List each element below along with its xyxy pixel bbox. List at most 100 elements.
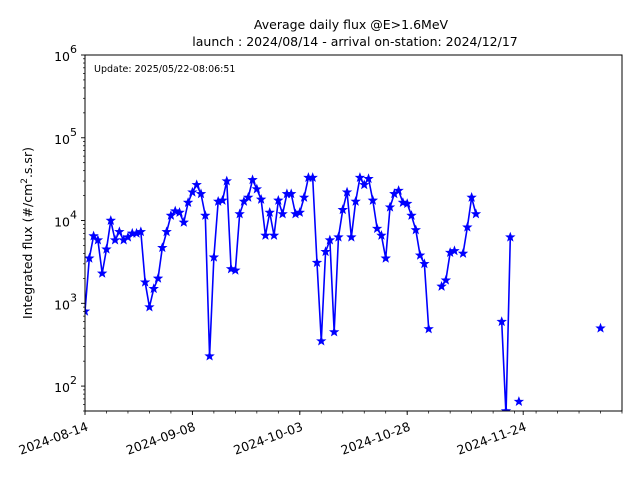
data-point [230,264,241,275]
plot-area: 102 103 104 105 106 2024-08-14 2024-09-08 2024-… [17,43,623,458]
data-point [264,207,275,217]
data-point [328,326,340,337]
data-point [457,248,469,258]
data-point [139,276,151,287]
data-point [225,263,237,274]
series-line [500,237,512,411]
data-point [346,231,357,242]
data-point [513,396,525,406]
data-point [419,258,430,269]
data-point [440,274,452,285]
data-point [152,272,164,283]
x-tick-label: 2024-11-24 [455,419,528,458]
series-line [85,176,430,357]
data-point [294,207,305,217]
data-point [260,230,271,240]
y-tick-label: 106 [54,43,77,64]
data-point [393,185,404,196]
series-line [462,196,477,254]
data-point [178,216,189,227]
x-tick-label: 2024-10-28 [339,419,412,458]
data-point [371,223,383,233]
data-point [410,224,421,235]
data-point [384,201,396,212]
data-point [217,194,228,205]
data-point [414,249,426,260]
data-point [277,208,288,219]
data-point [174,207,185,217]
x-tick-label: 2024-08-14 [17,419,90,458]
data-point [367,194,379,205]
data-point [182,197,194,207]
y-axis-label: Integrated flux (#/cm2.s.sr) [20,147,35,319]
data-point [273,194,284,205]
data-point [466,192,477,202]
data-point [148,283,159,294]
data-point [316,335,327,346]
data-point [200,210,211,220]
data-point [255,193,267,204]
data-point [363,173,374,184]
data-point [204,350,215,361]
data-point [243,192,254,202]
data-point [402,198,413,209]
y-tick-label: 105 [54,126,77,147]
data-point [449,245,460,256]
data-point [376,230,387,240]
data-point [101,243,112,254]
data-point [341,186,353,197]
chart-title: Average daily flux @E>1.6MeV [254,17,449,32]
data-point [135,226,147,237]
data-point [221,175,232,186]
data-point [354,172,366,183]
data-point [307,172,318,183]
data-point [500,405,512,411]
data-point [85,252,95,263]
data-point [105,215,116,225]
data-point [286,188,297,199]
data-point [251,183,263,194]
y-tick-label: 103 [54,291,77,312]
data-point [161,226,172,237]
data-point [195,188,207,199]
data-point [114,226,125,237]
data-point [436,280,447,291]
data-point [462,221,473,232]
data-point [470,208,482,219]
data-point [247,174,258,185]
data-point [496,316,507,327]
data-point [109,234,121,245]
y-tick-label: 102 [54,374,77,395]
data-point [170,205,181,216]
data-point [85,305,91,316]
data-point [88,230,99,241]
data-point [96,267,108,278]
x-tick-label: 2024-10-03 [231,419,304,458]
data-point [234,208,245,219]
data-point [187,186,198,197]
data-point [359,179,370,190]
data-point [268,230,280,240]
data-point [320,246,331,257]
data-point [144,301,155,312]
axes-frame [84,54,623,412]
y-tick-label: 104 [54,209,77,230]
x-tick-label: 2024-09-08 [124,419,197,458]
data-point [311,257,323,268]
data-point [298,192,310,202]
series-flux [85,172,606,411]
data-point [595,322,606,333]
data-point [92,234,104,245]
data-point [337,204,348,215]
data-point [191,179,202,190]
data-point [380,252,391,263]
data-point [505,231,516,242]
data-point [350,196,361,206]
data-point [324,234,336,245]
update-timestamp: Update: 2025/05/22-08:06:51 [94,64,235,75]
data-point [406,210,417,220]
data-point [333,231,344,242]
chart-subtitle: launch : 2024/08/14 - arrival on-station… [192,34,517,49]
data-point [423,323,434,334]
